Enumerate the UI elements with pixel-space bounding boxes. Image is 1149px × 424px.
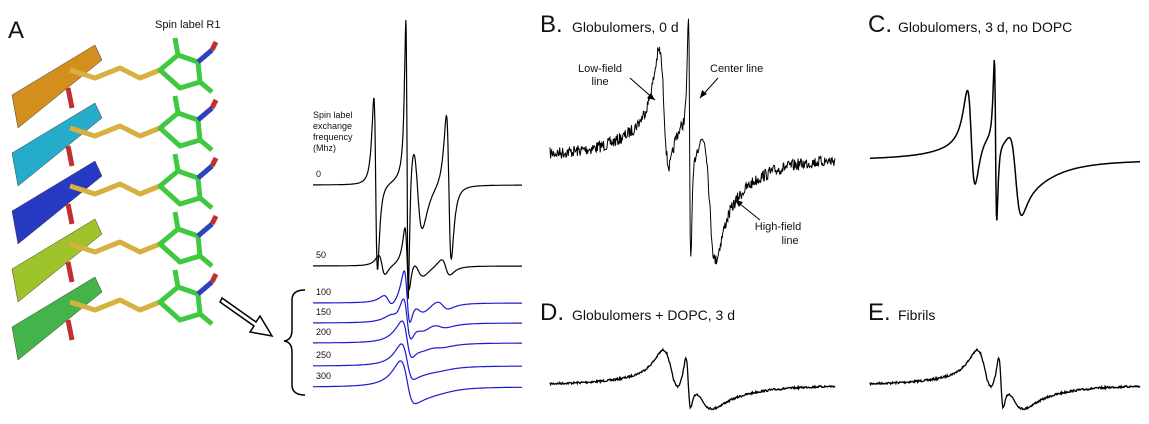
- axis-label: Spin label: [313, 110, 353, 120]
- spectrum: [549, 347, 836, 411]
- panel-letter: D.: [540, 299, 564, 326]
- annotation-arrow: [735, 200, 743, 207]
- frequency-label: 50: [316, 250, 326, 260]
- spin-label: [157, 153, 214, 210]
- side-chain: [69, 123, 161, 139]
- panel-letter: C.: [868, 11, 892, 38]
- annotation-arrow: [700, 90, 707, 98]
- side-chain: [69, 65, 161, 81]
- frequency-label: 100: [316, 287, 331, 297]
- nitroxide: [196, 48, 214, 64]
- beta-strand: [11, 102, 103, 187]
- residue: [65, 261, 75, 283]
- spectrum: [313, 320, 522, 358]
- nitroxide: [196, 280, 214, 296]
- panel-letter: E.: [868, 299, 891, 326]
- arrow: [219, 296, 274, 338]
- oxygen: [209, 272, 219, 284]
- frequency-label: 250: [316, 350, 331, 360]
- annotation: line: [781, 235, 798, 247]
- spin-label: [157, 211, 214, 268]
- spin-label: [157, 37, 214, 94]
- spectrum: [870, 59, 1140, 221]
- frequency-label: 150: [316, 307, 331, 317]
- residue: [65, 203, 75, 225]
- residue: [65, 87, 75, 109]
- frequency-label: 300: [316, 371, 331, 381]
- oxygen: [209, 98, 219, 110]
- spectrum: [313, 360, 522, 405]
- side-chain: [69, 181, 161, 197]
- beta-strand: [11, 276, 103, 361]
- nitroxide: [196, 106, 214, 122]
- residue: [65, 145, 75, 167]
- protein-structure: [11, 37, 219, 361]
- panel-title: Globulomers, 0 d: [572, 19, 679, 35]
- axis-label: (Mhz): [313, 143, 336, 153]
- panel-title: Globulomers + DOPC, 3 d: [572, 307, 735, 323]
- panel-title: Globulomers, 3 d, no DOPC: [898, 19, 1072, 35]
- nitroxide: [196, 222, 214, 238]
- frequency-label: 0: [316, 169, 321, 179]
- panel-title: Spin label R1: [155, 19, 220, 31]
- beta-strand: [11, 44, 103, 129]
- annotation: Center line: [710, 63, 763, 75]
- spin-label: [157, 95, 214, 152]
- side-chain: [69, 239, 161, 255]
- spectrum: [313, 343, 522, 380]
- spectrum: [313, 226, 522, 291]
- oxygen: [209, 156, 219, 168]
- axis-label: exchange: [313, 121, 352, 131]
- annotation: line: [591, 76, 608, 88]
- oxygen: [209, 214, 219, 226]
- panel-title: Fibrils: [898, 307, 935, 323]
- side-chain: [69, 297, 161, 313]
- spectrum: [313, 298, 522, 340]
- frequency-label: 200: [316, 327, 331, 337]
- panel-letter: A: [8, 17, 24, 44]
- spin-label: [157, 269, 214, 326]
- spectrum: [313, 19, 522, 299]
- residue: [65, 319, 75, 341]
- panel-letter: B.: [540, 11, 563, 38]
- nitroxide: [196, 164, 214, 180]
- oxygen: [209, 40, 219, 52]
- spectrum: [313, 270, 522, 324]
- spectrum: [869, 347, 1141, 411]
- annotation: High-field: [755, 221, 801, 233]
- spectrum: [549, 18, 836, 265]
- axis-label: frequency: [313, 132, 353, 142]
- beta-strand: [11, 160, 103, 245]
- beta-strand: [11, 218, 103, 303]
- brace: [283, 289, 306, 396]
- annotation: Low-field: [578, 63, 622, 75]
